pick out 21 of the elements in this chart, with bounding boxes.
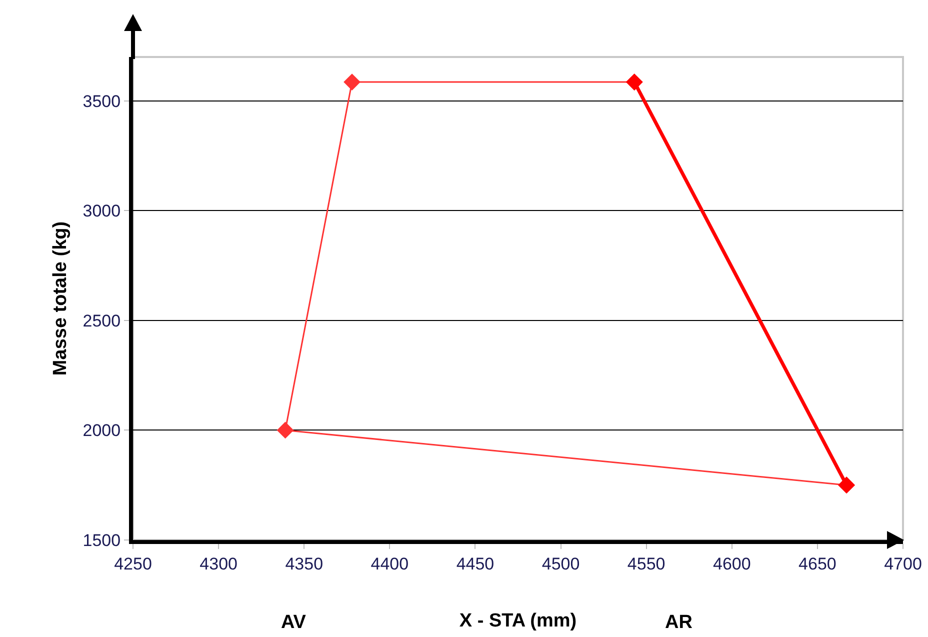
point — [344, 74, 360, 90]
y-tick-label: 3500 — [82, 92, 121, 111]
x-tick-label: 4600 — [712, 554, 751, 574]
text: AR — [665, 612, 693, 633]
x-tick-label: 4450 — [456, 554, 494, 574]
x-tick-label: 4650 — [798, 554, 836, 574]
x-tick-label: 4250 — [114, 554, 152, 574]
x-tick-label: 4550 — [627, 554, 666, 574]
x-axis-title: X - STA (mm) — [459, 610, 577, 632]
point — [276, 422, 294, 439]
x-tick-label: 4350 — [285, 554, 324, 574]
y-axis-title: Masse totale (kg) — [50, 221, 72, 376]
text: AV — [281, 612, 306, 633]
x-tick-label: 4300 — [200, 554, 238, 574]
y-tick-label: 2000 — [82, 421, 121, 440]
y-tick-label: 1500 — [82, 530, 121, 550]
x-tick-label: 4500 — [542, 554, 580, 574]
y-tick-label: 2500 — [82, 311, 121, 330]
y-tick-label: 3000 — [82, 202, 121, 221]
x-tick-label: 4400 — [370, 554, 409, 574]
x-tick-label: 4700 — [884, 554, 922, 574]
